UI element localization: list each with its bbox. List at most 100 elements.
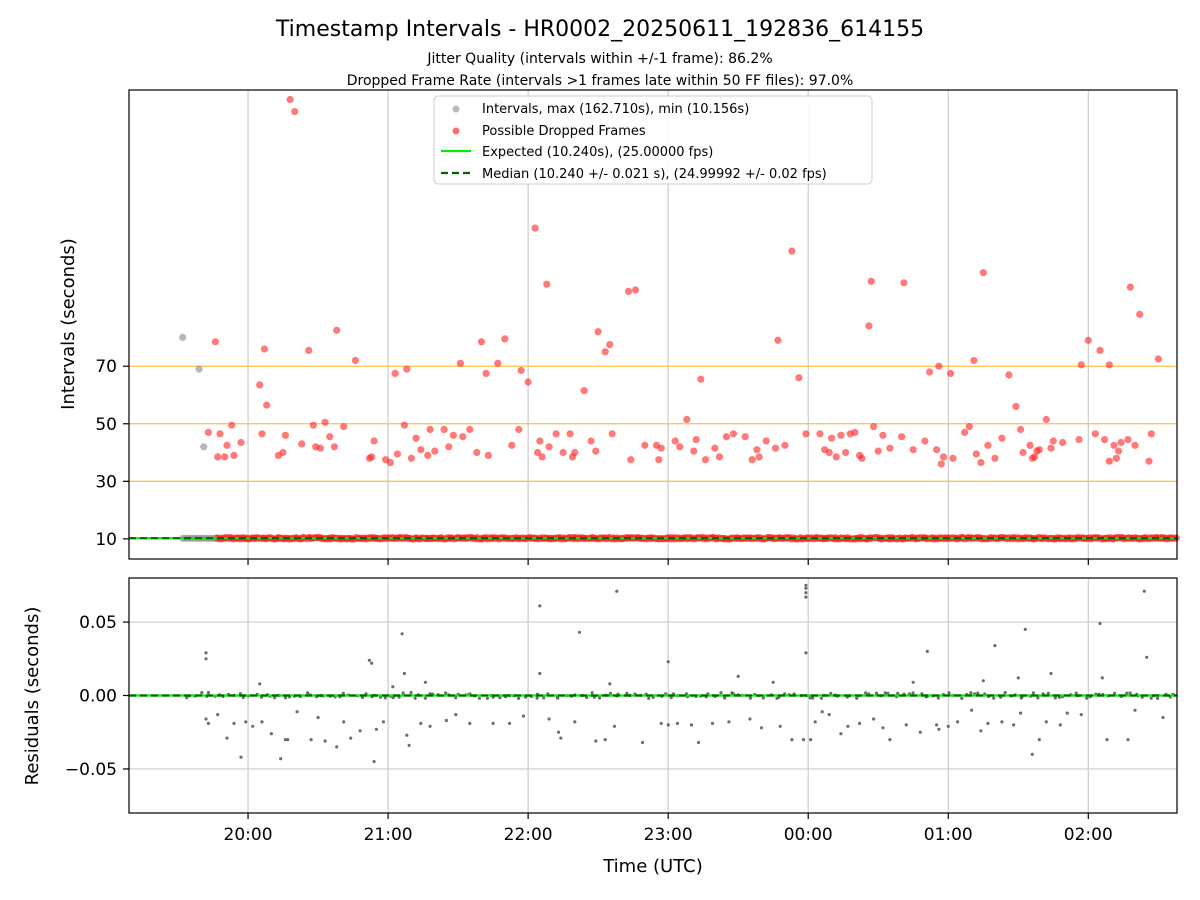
dropped-frame-point: [237, 438, 245, 447]
legend-box: [433, 95, 873, 185]
dropped-frame-point: [1005, 371, 1013, 379]
residual-zero-point: [761, 696, 765, 700]
residual-zero-point: [1057, 695, 1061, 700]
residual-point: [468, 721, 472, 726]
dropped-frame-point: [697, 375, 705, 383]
dropped-frame-point: [1091, 430, 1099, 438]
residual-point: [559, 736, 563, 740]
dropped-frame-point: [330, 443, 338, 451]
dropped-frame-point: [1145, 457, 1153, 465]
legend-normal-label: Intervals, max (162.710s), min (10.156s): [482, 102, 749, 117]
dropped-frame-point: [258, 430, 266, 438]
dropped-frame-point: [1084, 336, 1092, 344]
dropped-frame-point: [998, 434, 1006, 442]
residual-point: [283, 738, 287, 742]
time-tick-label: 20:00: [224, 825, 273, 845]
dropped-frame-point: [368, 453, 376, 461]
dropped-frame-point: [459, 433, 467, 441]
residual-point: [521, 714, 526, 718]
dropped-frame-point: [403, 365, 411, 373]
intervals-y-axis-label: Intervals (seconds): [58, 238, 79, 410]
residual-zero-point: [1031, 691, 1035, 695]
residual-point: [372, 760, 376, 764]
dropped-frame-point: [979, 269, 987, 277]
residual-point: [507, 721, 512, 726]
dropped-frame-point: [774, 336, 782, 344]
time-axis-label: Time (UTC): [602, 856, 703, 877]
residual-point: [872, 717, 876, 721]
dropped-frame-point: [281, 431, 289, 439]
residual-zero-point: [590, 691, 594, 695]
dropped-frame-point: [568, 453, 577, 461]
intervals-axes-frame: [128, 89, 1178, 560]
dropped-frame-point: [947, 369, 955, 377]
dropped-frame-point: [1075, 436, 1083, 444]
residual-point: [1000, 720, 1004, 724]
residual-point: [1030, 752, 1034, 756]
residual-zero-point: [423, 696, 427, 700]
dropped-frame-point: [1019, 448, 1027, 457]
dropped-frame-point: [386, 459, 394, 467]
interval-point: [200, 443, 208, 451]
residual-point: [748, 717, 752, 721]
residual-point: [258, 682, 262, 686]
dropped-frame-point: [204, 428, 212, 436]
dropped-frame-point: [867, 277, 875, 285]
dropped-frame-point: [426, 425, 434, 434]
residual-point: [888, 738, 892, 742]
dropped-frame-point: [1110, 441, 1118, 449]
residual-point: [846, 724, 850, 728]
residual-point: [295, 710, 299, 714]
residual-point: [710, 721, 715, 726]
residual-zero-point: [719, 691, 723, 695]
residual-zero-point: [1046, 691, 1050, 695]
intervals-y-tick-label: 70: [95, 357, 117, 377]
dropped-frame-point: [533, 448, 542, 457]
residual-point: [538, 671, 542, 676]
intervals-x-ticks: [247, 559, 1089, 565]
dropped-frame-point: [874, 447, 882, 455]
residual-point: [1142, 589, 1146, 593]
legend-dropped-label: Possible Dropped Frames: [482, 124, 646, 139]
dropped-frame-point: [1047, 444, 1055, 452]
dropped-frame-point: [508, 441, 516, 449]
residual-zero-point: [273, 696, 277, 700]
residual-point: [454, 713, 458, 717]
residual-point: [400, 632, 404, 636]
residual-zero-point: [883, 691, 887, 695]
residual-point: [804, 583, 808, 587]
dropped-frame-point: [1112, 454, 1120, 462]
dropped-frame-point: [256, 381, 264, 389]
residual-point: [286, 738, 290, 742]
dropped-frame-point: [517, 366, 525, 375]
residual-point: [374, 727, 378, 731]
dropped-frame-point: [676, 443, 684, 451]
dropped-frame-point: [449, 431, 457, 439]
residual-point: [881, 726, 885, 730]
residual-zero-point: [1128, 691, 1132, 695]
dropped-frame-point: [431, 447, 439, 455]
residual-point: [935, 723, 939, 727]
dropped-frame-point: [715, 453, 724, 461]
interval-point: [195, 365, 203, 373]
residual-point: [244, 720, 248, 724]
dropped-frame-point: [1035, 446, 1043, 454]
residual-point: [260, 720, 264, 724]
dropped-frame-point: [566, 430, 574, 438]
residual-zero-point: [608, 691, 613, 695]
residual-point: [820, 710, 824, 714]
residual-point: [405, 733, 409, 737]
intervals-y-tick-label: 50: [95, 415, 117, 435]
residual-point: [804, 591, 808, 595]
residual-point: [911, 680, 915, 684]
residuals-y-tick-label: 0.05: [79, 613, 117, 633]
dropped-frame-point: [601, 348, 609, 356]
dropped-frame-point: [587, 437, 595, 445]
dropped-frame-point: [1131, 441, 1139, 449]
dropped-frame-point: [608, 430, 616, 438]
residual-point: [640, 740, 645, 745]
residual-zero-point: [1053, 696, 1057, 700]
residual-zero-point: [875, 691, 879, 695]
dropped-frame-point: [412, 434, 420, 442]
residual-point: [381, 720, 385, 724]
